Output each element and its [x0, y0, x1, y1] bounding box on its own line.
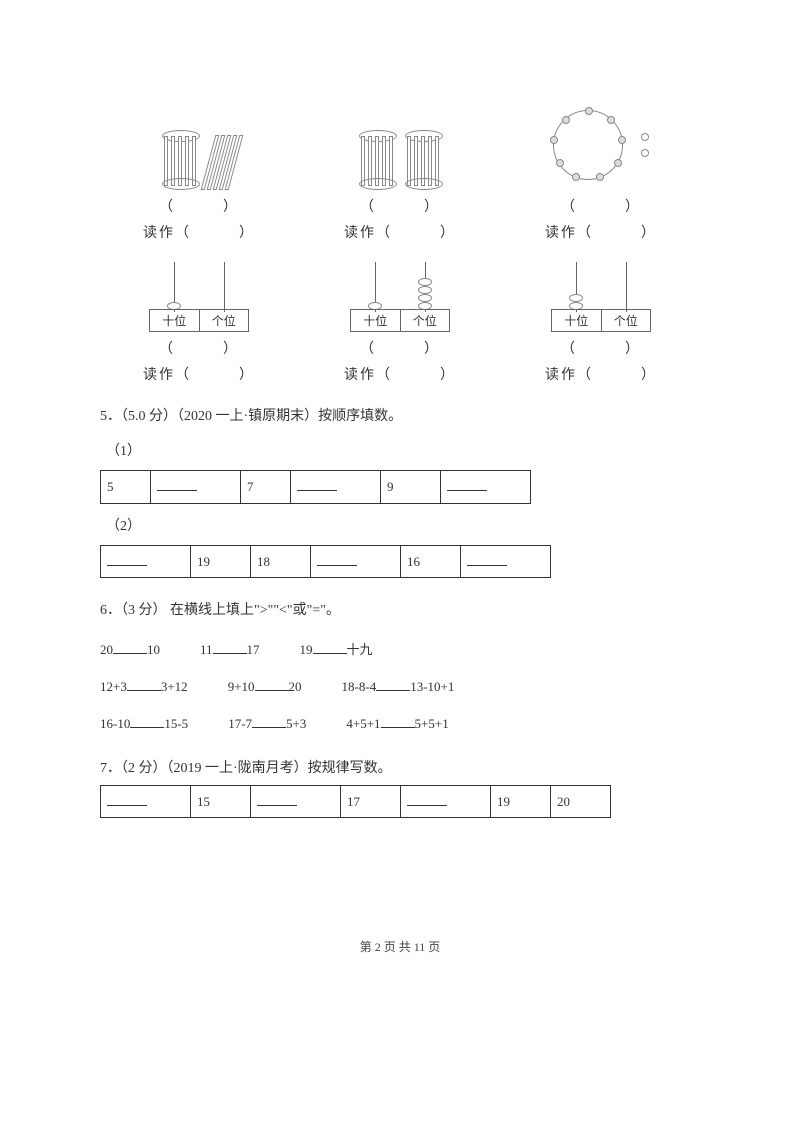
ones-label: 个位 [200, 310, 249, 331]
table-cell [401, 785, 491, 817]
abacus-row: 十位 个位 （ ） 读作（ ） 十位 个位 （ ） 读作 [100, 262, 700, 384]
image-cell-2: （ ） 读作（ ） [301, 100, 499, 242]
fill-blank[interactable] [317, 554, 357, 566]
fill-blank[interactable] [107, 794, 147, 806]
table-cell [101, 785, 191, 817]
question-7: 7．（2 分）（2019 一上·陇南月考）按规律写数。 15 17 1920 [100, 756, 700, 819]
fill-blank[interactable] [407, 794, 447, 806]
q6-line: 12+33+12 9+1020 18-8-413-10+1 [100, 675, 700, 698]
tens-label: 十位 [552, 310, 602, 331]
image-cell-3: （ ） 读作（ ） [502, 100, 700, 242]
answer-paren: （ ） [159, 338, 239, 358]
fill-blank[interactable] [381, 716, 415, 728]
table-cell [441, 471, 531, 503]
compare-item: 9+1020 [228, 675, 302, 698]
ones-label: 个位 [401, 310, 450, 331]
q5-label: 5．（5.0 分）（2020 一上·镇原期末）按顺序填数。 [100, 404, 700, 429]
fill-blank[interactable] [376, 679, 410, 691]
fill-blank[interactable] [157, 479, 197, 491]
fill-blank[interactable] [107, 554, 147, 566]
tens-label: 十位 [351, 310, 401, 331]
abacus-cell-2: 十位 个位 （ ） 读作（ ） [301, 262, 499, 384]
answer-paren: （ ） [360, 196, 440, 216]
read-as-line: 读作（ ） [344, 222, 456, 242]
rod-bundle-icon [162, 130, 198, 190]
compare-item: 17-75+3 [228, 712, 306, 735]
fill-blank[interactable] [213, 642, 247, 654]
table-cell: 19 [191, 545, 251, 577]
table-cell: 5 [101, 471, 151, 503]
compare-item: 19十九 [300, 638, 373, 661]
q5-sub1: （1） [106, 439, 700, 464]
fill-blank[interactable] [313, 642, 347, 654]
loose-rods-icon [208, 135, 236, 190]
table-cell [291, 471, 381, 503]
fill-blank[interactable] [130, 716, 164, 728]
answer-paren: （ ） [561, 338, 641, 358]
abacus-icon: 十位 个位 [350, 262, 450, 332]
extra-dots-icon [641, 133, 649, 157]
abacus-icon: 十位 个位 [551, 262, 651, 332]
tens-label: 十位 [150, 310, 200, 331]
read-as-line: 读作（ ） [143, 222, 255, 242]
abacus-cell-1: 十位 个位 （ ） 读作（ ） [100, 262, 298, 384]
table-cell [101, 545, 191, 577]
fill-blank[interactable] [255, 679, 289, 691]
fill-blank[interactable] [447, 479, 487, 491]
fill-blank[interactable] [467, 554, 507, 566]
table-cell: 7 [241, 471, 291, 503]
table-cell: 9 [381, 471, 441, 503]
table-cell [251, 785, 341, 817]
fill-blank[interactable] [127, 679, 161, 691]
question-5: 5．（5.0 分）（2020 一上·镇原期末）按顺序填数。 （1） 5 7 9 （2… [100, 404, 700, 578]
q5-table-1: 5 7 9 [100, 470, 531, 503]
compare-item: 1117 [200, 638, 260, 661]
fill-blank[interactable] [257, 794, 297, 806]
q5-sub2: （2） [106, 514, 700, 539]
page: （ ） 读作（ ） （ ） 读作（ ） [0, 0, 800, 995]
question-6: 6．（3 分） 在横线上填上">""<"或"="。 2010 1117 19十九 12… [100, 598, 700, 735]
q6-label: 6．（3 分） 在横线上填上">""<"或"="。 [100, 598, 700, 623]
read-as-line: 读作（ ） [545, 364, 657, 384]
table-cell: 20 [551, 785, 611, 817]
table-cell [461, 545, 551, 577]
compare-item: 12+33+12 [100, 675, 188, 698]
image-cell-1: （ ） 读作（ ） [100, 100, 298, 242]
table-cell: 19 [491, 785, 551, 817]
read-as-line: 读作（ ） [143, 364, 255, 384]
compare-item: 18-8-413-10+1 [342, 675, 455, 698]
abacus-cell-3: 十位 个位 （ ） 读作（ ） [502, 262, 700, 384]
ones-label: 个位 [602, 310, 651, 331]
compare-item: 2010 [100, 638, 160, 661]
table-cell: 16 [401, 545, 461, 577]
compare-item: 4+5+15+5+1 [346, 712, 448, 735]
table-cell [311, 545, 401, 577]
q7-table: 15 17 1920 [100, 785, 611, 818]
fill-blank[interactable] [297, 479, 337, 491]
image-row: （ ） 读作（ ） （ ） 读作（ ） [100, 100, 700, 242]
page-footer: 第 2 页 共 11 页 [100, 938, 700, 955]
q6-line: 16-1015-5 17-75+3 4+5+15+5+1 [100, 712, 700, 735]
q7-label: 7．（2 分）（2019 一上·陇南月考）按规律写数。 [100, 756, 700, 781]
q6-line: 2010 1117 19十九 [100, 638, 700, 661]
rod-bundle-icon [359, 130, 395, 190]
q5-table-2: 1918 16 [100, 545, 551, 578]
bead-circle-icon [553, 110, 623, 180]
rod-bundle-icon [405, 130, 441, 190]
abacus-icon: 十位 个位 [149, 262, 249, 332]
table-cell: 15 [191, 785, 251, 817]
table-cell [151, 471, 241, 503]
fill-blank[interactable] [113, 642, 147, 654]
table-cell: 18 [251, 545, 311, 577]
answer-paren: （ ） [360, 338, 440, 358]
read-as-line: 读作（ ） [344, 364, 456, 384]
table-cell: 17 [341, 785, 401, 817]
answer-paren: （ ） [561, 196, 641, 216]
compare-item: 16-1015-5 [100, 712, 188, 735]
fill-blank[interactable] [252, 716, 286, 728]
answer-paren: （ ） [159, 196, 239, 216]
read-as-line: 读作（ ） [545, 222, 657, 242]
